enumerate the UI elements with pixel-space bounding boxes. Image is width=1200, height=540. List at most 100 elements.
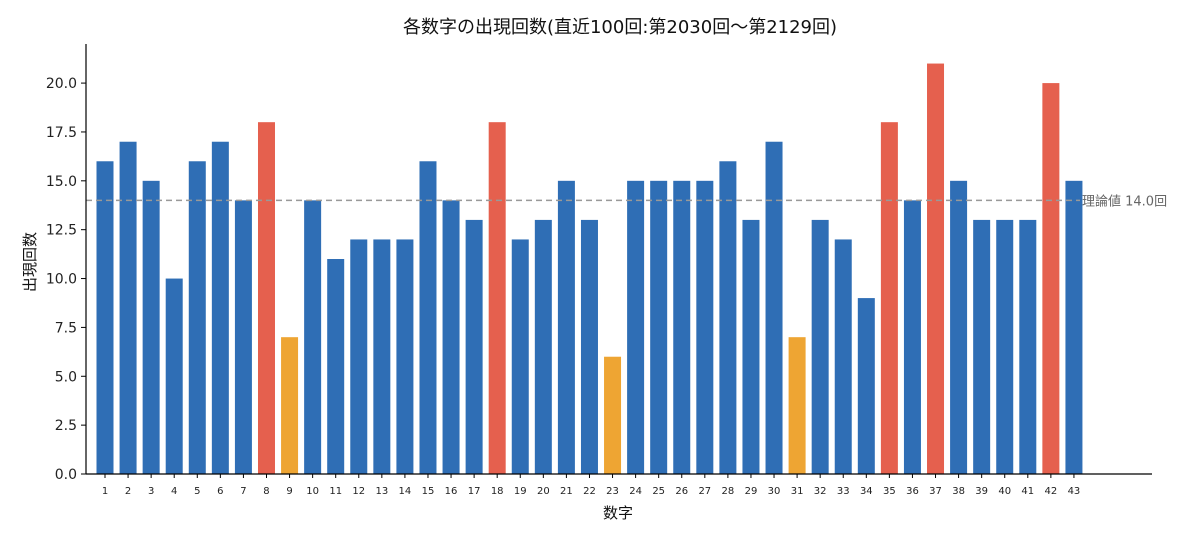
x-tick-label: 18 <box>491 486 504 497</box>
bar-28 <box>719 161 737 474</box>
bar-33 <box>834 239 852 474</box>
y-tick-label: 0.0 <box>55 467 77 483</box>
bar-38 <box>950 180 968 474</box>
x-tick-label: 35 <box>883 486 896 497</box>
bar-18 <box>488 122 506 475</box>
bar-14 <box>396 239 414 474</box>
bar-40 <box>996 219 1014 474</box>
bar-8 <box>257 122 275 475</box>
x-tick-label: 38 <box>952 486 965 497</box>
x-tick-label: 9 <box>286 486 292 497</box>
bar-13 <box>373 239 391 474</box>
bar-24 <box>627 180 645 474</box>
x-tick-label: 13 <box>375 486 388 497</box>
y-tick-label: 15.0 <box>46 174 77 190</box>
x-tick-label: 15 <box>422 486 435 497</box>
bar-39 <box>973 219 991 474</box>
x-tick-label: 43 <box>1068 486 1081 497</box>
x-axis-label: 数字 <box>603 504 633 522</box>
x-tick-label: 3 <box>148 486 154 497</box>
x-tick-label: 37 <box>929 486 942 497</box>
bar-42 <box>1042 83 1060 474</box>
x-tick-label: 5 <box>194 486 200 497</box>
bar-7 <box>234 200 252 475</box>
bar-15 <box>419 161 437 474</box>
bar-10 <box>304 200 322 475</box>
bar-31 <box>788 337 806 474</box>
x-tick-label: 22 <box>583 486 596 497</box>
bar-37 <box>927 63 945 475</box>
x-tick-label: 41 <box>1021 486 1034 497</box>
bar-34 <box>857 298 875 474</box>
x-tick-label: 11 <box>329 486 342 497</box>
bar-29 <box>742 219 760 474</box>
y-tick-label: 7.5 <box>55 320 77 336</box>
y-tick-label: 20.0 <box>46 76 77 92</box>
x-tick-label: 12 <box>352 486 365 497</box>
bar-4 <box>165 278 183 474</box>
bar-43 <box>1065 180 1083 474</box>
y-tick-label: 5.0 <box>55 369 77 385</box>
x-tick-label: 17 <box>468 486 481 497</box>
bar-32 <box>811 219 829 474</box>
x-tick-label: 26 <box>675 486 688 497</box>
x-tick-label: 32 <box>814 486 827 497</box>
bar-21 <box>557 180 575 474</box>
bar-20 <box>534 219 552 474</box>
x-tick-label: 34 <box>860 486 873 497</box>
x-tick-label: 8 <box>263 486 269 497</box>
bar-1 <box>96 161 114 474</box>
bar-5 <box>188 161 206 474</box>
x-tick-label: 21 <box>560 486 573 497</box>
x-tick-label: 25 <box>652 486 665 497</box>
x-tick-label: 36 <box>906 486 919 497</box>
x-tick-label: 29 <box>745 486 758 497</box>
plot-area: 理論値 14.0回 0.0 2.5 5.0 7.5 10.0 12.5 15.0 17.5 20.… <box>46 44 1167 497</box>
x-tick-label: 40 <box>998 486 1011 497</box>
x-tick-label: 39 <box>975 486 988 497</box>
x-tick-label: 33 <box>837 486 850 497</box>
y-tick-label: 17.5 <box>46 125 77 141</box>
bar-30 <box>765 141 783 475</box>
x-tick-label: 1 <box>102 486 108 497</box>
bar-19 <box>511 239 529 474</box>
x-tick-label: 42 <box>1045 486 1058 497</box>
bar-36 <box>903 200 921 475</box>
bar-26 <box>673 180 691 474</box>
bar-25 <box>650 180 668 474</box>
bar-22 <box>580 219 598 474</box>
x-tick-label: 28 <box>722 486 735 497</box>
x-tick-label: 27 <box>698 486 711 497</box>
x-tick-label: 7 <box>240 486 246 497</box>
x-tick-label: 23 <box>606 486 619 497</box>
reference-line-label: 理論値 14.0回 <box>1082 193 1167 209</box>
x-tick-label: 2 <box>125 486 131 497</box>
bar-27 <box>696 180 714 474</box>
y-axis-label: 出現回数 <box>21 232 39 292</box>
bar-17 <box>465 219 483 474</box>
x-tick-label: 14 <box>399 486 412 497</box>
x-tick-label: 4 <box>171 486 177 497</box>
y-tick-label: 10.0 <box>46 272 77 288</box>
x-tick-label: 31 <box>791 486 804 497</box>
bar-11 <box>327 259 345 474</box>
chart-title: 各数字の出現回数(直近100回:第2030回～第2129回) <box>403 17 837 38</box>
bar-12 <box>350 239 368 474</box>
bar-35 <box>880 122 898 475</box>
bar-2 <box>119 141 137 475</box>
x-tick-label: 30 <box>768 486 781 497</box>
x-tick-label: 10 <box>306 486 319 497</box>
x-tick-label: 19 <box>514 486 527 497</box>
x-tick-label: 16 <box>445 486 458 497</box>
x-tick-label: 20 <box>537 486 550 497</box>
y-tick-label: 2.5 <box>55 418 77 434</box>
bar-3 <box>142 180 160 474</box>
bar-6 <box>211 141 229 475</box>
y-tick-label: 12.5 <box>46 223 77 239</box>
bar-23 <box>604 356 622 474</box>
x-tick-label: 6 <box>217 486 223 497</box>
x-tick-label: 24 <box>629 486 642 497</box>
bar-41 <box>1019 219 1037 474</box>
bar-16 <box>442 200 460 475</box>
